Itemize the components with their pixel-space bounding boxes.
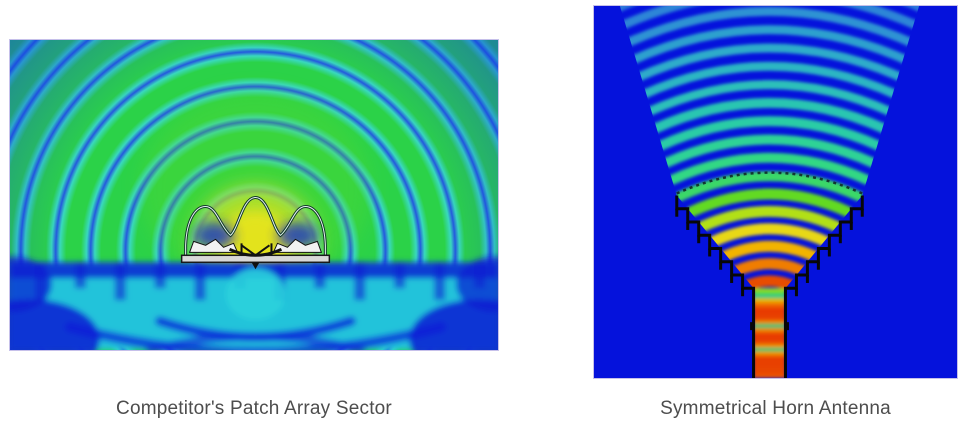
patch-array-caption: Competitor's Patch Array Sector xyxy=(116,398,392,419)
horn-antenna-caption: Symmetrical Horn Antenna xyxy=(660,398,891,419)
horn-antenna-simulation-image xyxy=(593,5,958,379)
horn-antenna-field-heatmap xyxy=(594,6,957,378)
patch-array-simulation-image xyxy=(9,39,499,351)
patch-array-field-heatmap xyxy=(10,40,498,350)
